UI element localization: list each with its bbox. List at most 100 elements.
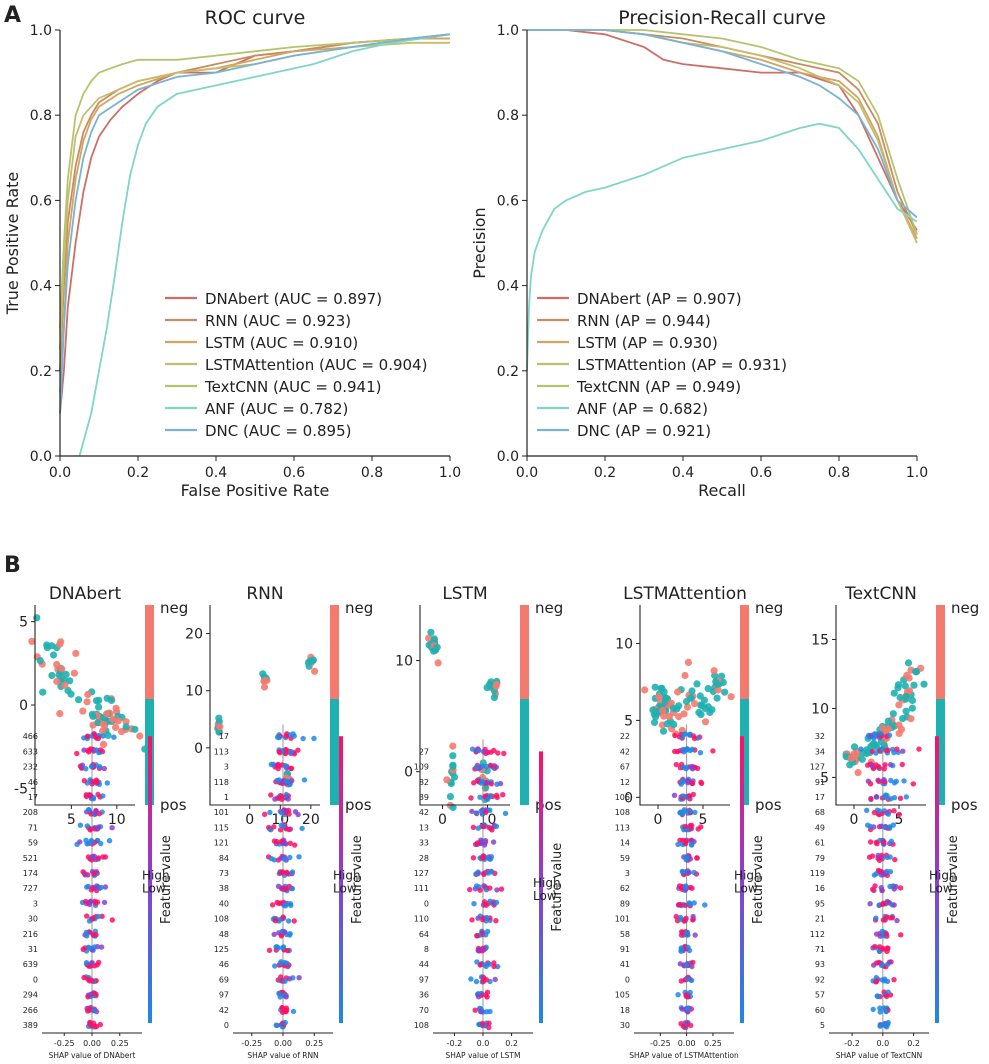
pr-series-dnabert <box>527 29 918 231</box>
roc-series-textcnn <box>59 33 451 329</box>
emb_lstm-colorbar-neg <box>520 605 529 699</box>
pr-xlabel: Recall <box>698 481 746 500</box>
shap_rnn-point <box>275 761 281 768</box>
shap_lstm-point <box>470 855 477 861</box>
emb_dnabert-ytick-label: 5 <box>19 615 28 631</box>
emb_lstmattention-point <box>655 693 663 701</box>
shap_textcnn-point <box>875 993 881 1000</box>
shap_dnabert-feature-label: 266 <box>23 1006 38 1015</box>
shap_dnabert-point <box>82 872 88 878</box>
shap_lstmattention-point <box>680 746 686 753</box>
shap_dnabert-point <box>81 778 88 784</box>
shap_lstmattention-point <box>675 992 681 998</box>
shap_lstmattention-point <box>677 901 684 908</box>
shap_rnn-colorbar-low: Low <box>333 882 357 896</box>
emb_lstmattention-point <box>693 680 701 688</box>
emb_textcnn-colorbar-pos <box>936 699 945 805</box>
emb_dnabert-point <box>62 670 70 679</box>
emb_textcnn-point <box>884 725 893 733</box>
shap_dnabert-point <box>99 913 105 919</box>
shap_rnn-point <box>282 856 288 862</box>
roc-ytick-label: 0.0 <box>30 449 52 465</box>
shap_lstm-point <box>467 886 473 893</box>
emb_textcnn-point <box>912 668 920 676</box>
shap_lstmattention-point <box>685 780 691 786</box>
shap_textcnn-feature-label: 21 <box>815 915 825 924</box>
shap_rnn-point <box>289 885 296 892</box>
emb_lstmattention-point <box>670 720 678 729</box>
emb_lstm-point <box>446 793 454 801</box>
shap_rnn-xtick-label: 0.00 <box>274 1039 292 1048</box>
emb_lstmattention-colorbar-top-label: neg <box>755 599 783 617</box>
emb_lstm-point <box>430 635 438 643</box>
shap_textcnn-point <box>870 1006 876 1013</box>
shap_textcnn-feature-label: 68 <box>815 808 825 817</box>
emb_dnabert-xtick-label: 10 <box>108 812 126 828</box>
shap_rnn-point <box>284 778 290 784</box>
pr-legend-label: RNN (AP = 0.944) <box>577 312 711 330</box>
shap_lstmattention-feature-label: 113 <box>615 823 630 832</box>
shap_dnabert-point <box>101 899 108 906</box>
shap_lstm-point <box>484 994 490 1000</box>
emb_dnabert-point <box>99 720 107 728</box>
shap_lstmattention-point <box>694 855 700 861</box>
shap_lstm-point <box>480 748 487 755</box>
shap_rnn-feature-label: 73 <box>219 869 229 878</box>
roc-ytick-label: 0.4 <box>30 279 52 295</box>
shap_lstmattention-point <box>687 747 693 754</box>
emb_dnabert-point <box>118 728 126 736</box>
shap_textcnn-feature-label: 61 <box>815 839 825 848</box>
emb_lstm-axes <box>419 605 510 806</box>
chart-shap_dnabert: 466 633 232 46 17 208 71 59 521 174 727 3 30 216 31 639… <box>23 724 174 1060</box>
shap_dnabert-colorbar <box>148 736 152 1023</box>
shap_lstm-point <box>486 824 492 831</box>
shap_lstm-point <box>475 915 481 921</box>
shap_dnabert-point <box>109 825 115 831</box>
shap_textcnn-point <box>878 885 884 891</box>
roc-series-dnc <box>59 33 451 414</box>
shap_dnabert-feature-label: 466 <box>23 732 38 741</box>
pr-legend-label: LSTM (AP = 0.930) <box>577 334 718 352</box>
roc-xtick-label: 0.0 <box>49 465 71 481</box>
shap_lstmattention-feature-label: 12 <box>620 778 630 787</box>
shap_rnn-point <box>288 748 294 755</box>
pr-ytick-label: 0.6 <box>497 193 519 209</box>
shap_lstm-point <box>474 840 481 846</box>
emb_dnabert-point <box>136 732 144 740</box>
emb_textcnn-colorbar-top-label: neg <box>951 599 979 617</box>
shap_lstm-point <box>495 750 501 756</box>
emb_dnabert-point <box>66 677 74 685</box>
shap_lstm-feature-label: 127 <box>414 869 429 878</box>
shap_dnabert-point <box>87 827 94 833</box>
emb_lstmattention-point <box>660 712 668 720</box>
shap_lstmattention-feature-label: 91 <box>620 945 630 954</box>
shap_lstmattention-xtick-label: 0.00 <box>678 1039 696 1048</box>
shap_dnabert-feature-label: 208 <box>23 808 38 817</box>
shap_rnn-point <box>284 870 290 877</box>
shap_lstm-point <box>473 978 480 985</box>
emb_lstmattention-point <box>652 709 661 718</box>
emb_textcnn-point <box>894 684 902 692</box>
shap_dnabert-point <box>84 841 90 847</box>
emb_dnabert-point <box>83 698 91 706</box>
pr-series-lstmattention <box>527 29 918 244</box>
shap_lstmattention-feature-label: 105 <box>615 991 630 1000</box>
pr-legend-label: ANF (AP = 0.682) <box>577 400 708 418</box>
shap_dnabert-feature-label: 216 <box>23 930 38 939</box>
shap_rnn-point <box>282 1019 288 1026</box>
panel-label-b: B <box>4 553 21 578</box>
emb_dnabert-xtick-label: 5 <box>67 812 76 828</box>
emb_dnabert-point <box>28 637 36 646</box>
shap_rnn-colorbar <box>339 736 343 1023</box>
shap_textcnn-point <box>876 808 883 814</box>
shap_rnn-point <box>273 1022 279 1028</box>
shap_textcnn-point <box>878 962 885 969</box>
shap_lstmattention-point <box>690 791 696 798</box>
shap_lstm-feature-label: 0 <box>424 899 429 908</box>
emb_dnabert-point <box>36 657 44 665</box>
shap_rnn-point <box>288 765 294 772</box>
pr-series-rnn <box>527 29 918 235</box>
shap_textcnn-point <box>876 778 882 785</box>
shap_rnn-feature-label: 48 <box>219 930 229 939</box>
